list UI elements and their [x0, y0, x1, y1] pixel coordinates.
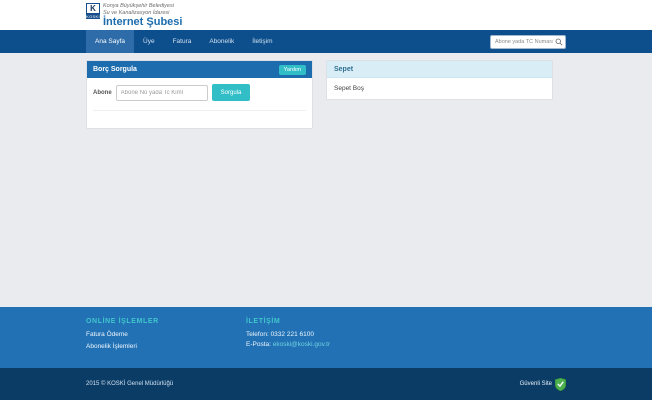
- org-name-line2: Su ve Kanalizasyon İdaresi: [103, 9, 170, 16]
- email-label: E-Posta:: [246, 341, 273, 348]
- org-name-line1: Konya Büyükşehir Belediyesi: [103, 3, 174, 9]
- nav-item-abonelik[interactable]: Abonelik: [209, 38, 235, 45]
- borc-sorgula-title: Borç Sorgula: [93, 66, 137, 73]
- site-header: K KOSKİ Konya Büyükşehir Belediyesi Su v…: [0, 0, 652, 30]
- shield-check-icon: [555, 377, 566, 391]
- panel-divider: [93, 110, 306, 111]
- nav-item-iletisim[interactable]: İletişim: [252, 38, 273, 45]
- site-footer: ONLİNE İŞLEMLER Fatura Ödeme Abonelik İş…: [0, 307, 652, 368]
- sorgula-button[interactable]: Sorgula: [211, 84, 251, 101]
- abone-label: Abone: [93, 89, 112, 96]
- secure-site-label: Güvenli Site: [519, 381, 552, 387]
- phone-line: Telefon: 0332 221 6100: [246, 331, 314, 338]
- search-input[interactable]: [490, 34, 566, 49]
- nav-item-uye[interactable]: Üye: [143, 38, 155, 45]
- iletisim-heading: İLETİŞİM: [246, 318, 281, 325]
- koski-logo[interactable]: K KOSKİ Konya Büyükşehir Belediyesi Su v…: [86, 3, 182, 28]
- sepet-panel: Sepet Sepet Boş: [326, 60, 553, 100]
- sepet-empty-text: Sepet Boş: [334, 85, 364, 92]
- search-icon[interactable]: [555, 38, 563, 46]
- koski-logo-icon: K KOSKİ: [86, 3, 100, 19]
- footer-link-abonelik-islemleri[interactable]: Abonelik İşlemleri: [86, 343, 137, 350]
- borc-sorgula-panel-header: Borç Sorgula Yardım: [87, 61, 312, 78]
- email-link[interactable]: ekoski@koski.gov.tr: [272, 341, 331, 348]
- borc-sorgula-panel: Borç Sorgula Yardım Abone Sorgula: [86, 60, 313, 129]
- nav-item-fatura[interactable]: Fatura: [172, 38, 192, 45]
- nav-list: Ana Sayfa Üye Fatura Abonelik İletişim: [86, 30, 282, 53]
- email-line: E-Posta: ekoski@koski.gov.tr: [246, 341, 330, 348]
- logo-caption: KOSKİ: [86, 14, 100, 19]
- nav-item-ana-sayfa[interactable]: Ana Sayfa: [86, 30, 134, 53]
- yardim-button[interactable]: Yardım: [278, 64, 306, 75]
- logo-letter: K: [86, 3, 100, 14]
- bottom-bar: 2015 © KOSKİ Genel Müdürlüğü Güvenli Sit…: [0, 368, 652, 400]
- search-box: [490, 34, 566, 49]
- copyright-text: 2015 © KOSKİ Genel Müdürlüğü: [86, 381, 174, 387]
- abone-no-input[interactable]: [115, 84, 208, 101]
- sepet-panel-header: Sepet: [327, 61, 552, 78]
- online-islemler-heading: ONLİNE İŞLEMLER: [86, 318, 159, 325]
- main-nav: Ana Sayfa Üye Fatura Abonelik İletişim: [0, 30, 652, 53]
- sepet-title: Sepet: [334, 65, 354, 73]
- secure-site-badge: Güvenli Site: [519, 377, 566, 391]
- site-title: İnternet Şubesi: [103, 16, 183, 28]
- footer-link-fatura-odeme[interactable]: Fatura Ödeme: [86, 331, 128, 338]
- main-content: Borç Sorgula Yardım Abone Sorgula Sepet …: [0, 53, 652, 307]
